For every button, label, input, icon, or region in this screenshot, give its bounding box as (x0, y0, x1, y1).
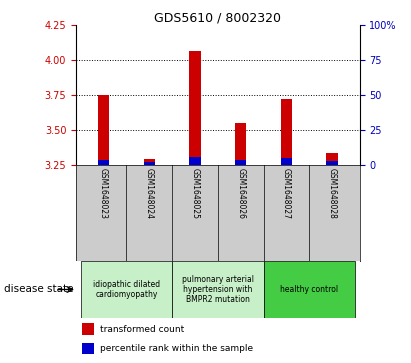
Bar (189, 158, 201, 165)
Bar (98, 95, 109, 165)
Bar (326, 153, 338, 165)
Bar (326, 161, 338, 165)
Bar (98, 160, 109, 165)
Bar (82, 323, 95, 335)
Text: GSM1648028: GSM1648028 (328, 168, 337, 219)
Bar (172, 261, 263, 318)
Text: GSM1648025: GSM1648025 (190, 168, 199, 219)
Text: GSM1648026: GSM1648026 (236, 168, 245, 219)
Text: pulmonary arterial
hypertension with
BMPR2 mutation: pulmonary arterial hypertension with BMP… (182, 274, 254, 305)
Bar (189, 50, 201, 165)
Text: percentile rank within the sample: percentile rank within the sample (100, 344, 253, 353)
Bar (82, 343, 95, 354)
Bar (263, 261, 355, 318)
Bar (235, 160, 247, 165)
Text: healthy control: healthy control (280, 285, 338, 294)
Bar (143, 159, 155, 165)
Text: transformed count: transformed count (100, 325, 185, 334)
Text: GSM1648024: GSM1648024 (145, 168, 154, 219)
Bar (281, 158, 292, 165)
Bar (143, 162, 155, 165)
Bar (81, 261, 172, 318)
Text: idiopathic dilated
cardiomyopathy: idiopathic dilated cardiomyopathy (93, 280, 160, 299)
Title: GDS5610 / 8002320: GDS5610 / 8002320 (154, 11, 282, 24)
Text: disease state: disease state (4, 285, 74, 294)
Bar (235, 123, 247, 165)
Bar (281, 99, 292, 165)
Text: GSM1648027: GSM1648027 (282, 168, 291, 219)
Text: GSM1648023: GSM1648023 (99, 168, 108, 219)
